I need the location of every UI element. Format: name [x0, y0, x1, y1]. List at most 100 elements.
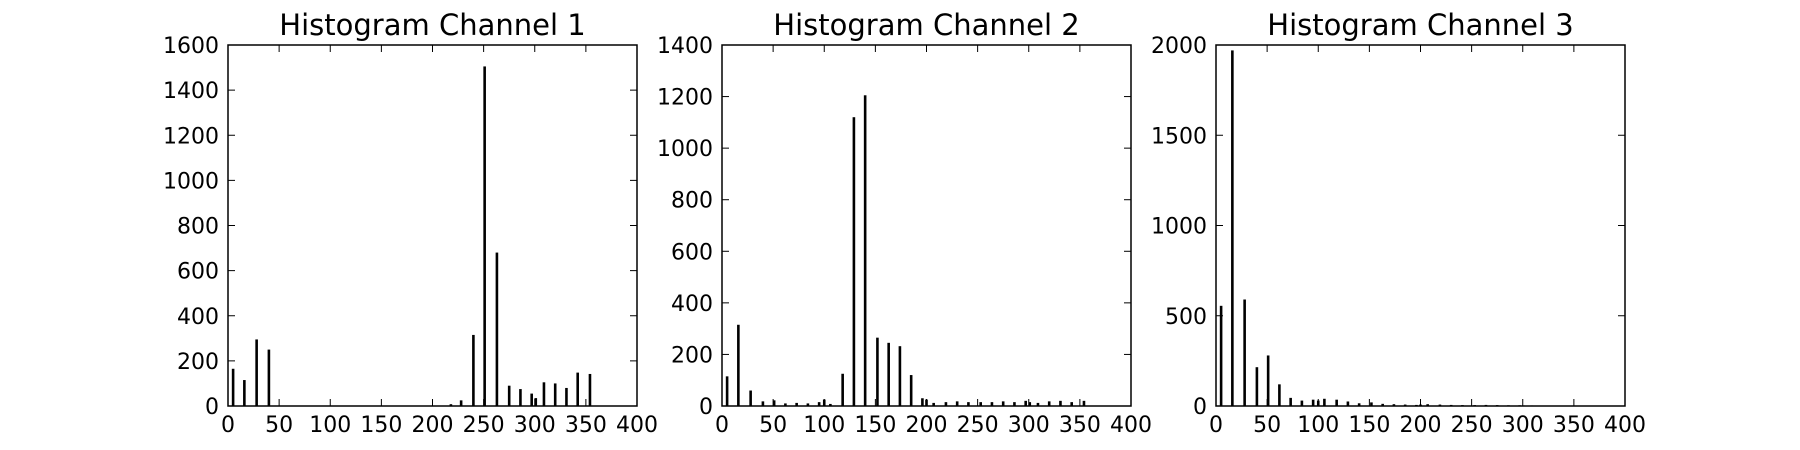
- bar: [1300, 400, 1304, 406]
- bar: [1370, 402, 1373, 406]
- bar: [921, 398, 924, 406]
- y-tick-label: 500: [1165, 305, 1207, 330]
- bar: [898, 346, 902, 406]
- bar: [1243, 299, 1246, 406]
- bar: [1289, 397, 1292, 406]
- y-tick-label: 600: [671, 240, 713, 265]
- x-tick-label: 0: [715, 413, 729, 438]
- bar: [1028, 402, 1032, 406]
- bar: [1392, 404, 1396, 406]
- bar: [761, 401, 765, 406]
- bar: [530, 393, 533, 406]
- y-tick-label: 600: [177, 260, 219, 285]
- x-tick-label: 350: [565, 413, 607, 438]
- bar: [955, 401, 959, 406]
- bar: [990, 402, 994, 406]
- x-tick-label: 50: [265, 413, 293, 438]
- bar: [483, 66, 486, 406]
- x-tick-label: 400: [616, 413, 658, 438]
- chart-title: Histogram Channel 3: [1267, 8, 1573, 42]
- bar: [1381, 403, 1384, 406]
- y-tick-label: 200: [177, 350, 219, 375]
- bar: [1357, 403, 1361, 406]
- x-tick-label: 0: [221, 413, 235, 438]
- y-tick-label: 400: [671, 292, 713, 317]
- x-tick-label: 300: [1008, 413, 1050, 438]
- bar: [1311, 399, 1315, 406]
- bar: [449, 404, 453, 406]
- bar: [806, 403, 810, 406]
- bar: [1059, 400, 1062, 406]
- bar: [979, 402, 982, 406]
- chart-title: Histogram Channel 1: [279, 8, 585, 42]
- bar: [841, 373, 844, 406]
- chart-title: Histogram Channel 2: [773, 8, 1079, 42]
- x-tick-label: 100: [1297, 413, 1339, 438]
- x-tick-label: 100: [309, 413, 351, 438]
- bar: [1255, 367, 1259, 406]
- bar: [772, 400, 776, 406]
- bar: [255, 339, 258, 406]
- x-tick-label: 50: [1253, 413, 1281, 438]
- y-tick-label: 1400: [163, 79, 219, 104]
- y-tick-label: 1000: [657, 137, 713, 162]
- y-tick-label: 1200: [657, 86, 713, 111]
- bar: [1001, 401, 1005, 406]
- bar: [944, 402, 948, 406]
- x-tick-label: 300: [1502, 413, 1544, 438]
- bar: [737, 324, 740, 406]
- bar: [967, 402, 970, 406]
- bar: [909, 375, 913, 406]
- bar: [1082, 400, 1086, 406]
- bar: [507, 385, 511, 406]
- bar: [519, 389, 522, 406]
- bar: [887, 342, 890, 406]
- bar: [243, 380, 246, 406]
- bar: [784, 403, 787, 406]
- bar: [1346, 401, 1350, 406]
- bar: [1278, 384, 1281, 406]
- bar: [267, 349, 271, 406]
- x-tick-label: 350: [1059, 413, 1101, 438]
- y-tick-label: 400: [177, 305, 219, 330]
- y-tick-label: 1200: [163, 124, 219, 149]
- bar: [863, 95, 867, 407]
- y-tick-label: 0: [1193, 395, 1207, 420]
- bar: [817, 402, 821, 406]
- y-tick-label: 1000: [163, 169, 219, 194]
- chart-panel-1: Histogram Channel 1 0 50 100 150 200 250 300 350…: [163, 8, 658, 438]
- bar: [472, 334, 475, 406]
- bar: [1426, 404, 1429, 406]
- x-tick-label: 250: [1451, 413, 1493, 438]
- bar: [459, 400, 463, 406]
- x-tick-label: 150: [854, 413, 896, 438]
- y-tick-label: 200: [671, 343, 713, 368]
- chart-panel-3: Histogram Channel 3 0 50 100 150 200 250 300 350…: [1151, 8, 1646, 438]
- y-tick-label: 1500: [1151, 124, 1207, 149]
- y-tick-label: 1000: [1151, 215, 1207, 240]
- x-tick-label: 350: [1553, 413, 1595, 438]
- bar: [1266, 355, 1270, 406]
- y-tick-label: 800: [177, 215, 219, 240]
- x-tick-label: 200: [1400, 413, 1442, 438]
- bar: [231, 368, 235, 406]
- x-tick-label: 250: [463, 413, 505, 438]
- chart-panel-2: Histogram Channel 2 0 50 100 150 200 250 300 350…: [657, 8, 1152, 438]
- y-tick-label: 1400: [657, 34, 713, 59]
- y-tick-label: 2000: [1151, 34, 1207, 59]
- x-tick-label: 150: [360, 413, 402, 438]
- bar: [1070, 402, 1073, 406]
- y-tick-label: 0: [699, 395, 713, 420]
- bar: [553, 383, 557, 406]
- bar: [1036, 402, 1040, 406]
- bar: [565, 387, 568, 406]
- y-tick-label: 0: [205, 395, 219, 420]
- x-tick-label: 400: [1604, 413, 1646, 438]
- bar: [1323, 398, 1326, 406]
- x-tick-label: 50: [759, 413, 787, 438]
- bar: [852, 117, 856, 406]
- bar: [542, 382, 546, 406]
- bar: [725, 376, 729, 406]
- y-tick-label: 1600: [163, 34, 219, 59]
